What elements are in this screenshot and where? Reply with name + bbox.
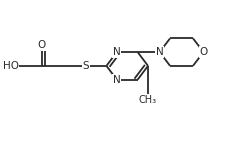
Text: HO: HO [3, 61, 19, 71]
Text: CH₃: CH₃ [139, 95, 157, 105]
Text: O: O [38, 40, 46, 50]
Text: N: N [113, 47, 121, 57]
Text: O: O [199, 47, 208, 57]
Text: N: N [113, 75, 121, 85]
Text: N: N [156, 47, 164, 57]
Text: S: S [82, 61, 89, 71]
